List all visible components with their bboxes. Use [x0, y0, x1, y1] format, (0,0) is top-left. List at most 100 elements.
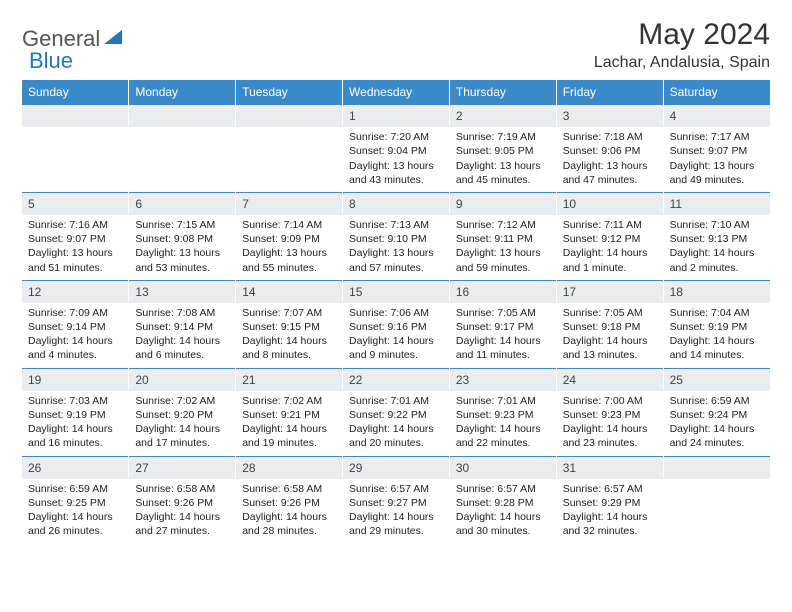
day-number: 9: [450, 192, 556, 215]
calendar-cell: 13Sunrise: 7:08 AMSunset: 9:14 PMDayligh…: [129, 280, 236, 368]
sunset-text: Sunset: 9:06 PM: [563, 144, 657, 158]
sunset-text: Sunset: 9:05 PM: [456, 144, 550, 158]
sunrise-text: Sunrise: 6:57 AM: [349, 482, 443, 496]
day-number: 15: [343, 280, 449, 303]
sunrise-text: Sunrise: 7:06 AM: [349, 306, 443, 320]
sunrise-text: Sunrise: 6:59 AM: [670, 394, 764, 408]
day-number: 7: [236, 192, 342, 215]
sunrise-text: Sunrise: 7:10 AM: [670, 218, 764, 232]
sunrise-text: Sunrise: 7:05 AM: [456, 306, 550, 320]
sunrise-text: Sunrise: 7:17 AM: [670, 130, 764, 144]
weekday-header: Tuesday: [236, 80, 343, 104]
weekday-header: Thursday: [449, 80, 556, 104]
calendar-cell: [22, 104, 129, 192]
day-body: Sunrise: 7:05 AMSunset: 9:18 PMDaylight:…: [557, 303, 663, 368]
daylight-text: Daylight: 14 hours and 27 minutes.: [135, 510, 229, 538]
sunrise-text: Sunrise: 7:14 AM: [242, 218, 336, 232]
sunset-text: Sunset: 9:11 PM: [456, 232, 550, 246]
weekday-header: Sunday: [22, 80, 129, 104]
month-title: May 2024: [594, 18, 770, 52]
calendar-cell: 27Sunrise: 6:58 AMSunset: 9:26 PMDayligh…: [129, 456, 236, 544]
daylight-text: Daylight: 14 hours and 17 minutes.: [135, 422, 229, 450]
sunset-text: Sunset: 9:04 PM: [349, 144, 443, 158]
sunrise-text: Sunrise: 7:05 AM: [563, 306, 657, 320]
day-number: 4: [664, 104, 770, 127]
day-number: 29: [343, 456, 449, 479]
sunset-text: Sunset: 9:07 PM: [28, 232, 122, 246]
calendar-cell: 19Sunrise: 7:03 AMSunset: 9:19 PMDayligh…: [22, 368, 129, 456]
day-body: Sunrise: 7:08 AMSunset: 9:14 PMDaylight:…: [129, 303, 235, 368]
day-body: Sunrise: 7:18 AMSunset: 9:06 PMDaylight:…: [557, 127, 663, 192]
calendar-week-row: 26Sunrise: 6:59 AMSunset: 9:25 PMDayligh…: [22, 456, 770, 544]
day-body: Sunrise: 6:57 AMSunset: 9:27 PMDaylight:…: [343, 479, 449, 544]
sunrise-text: Sunrise: 7:07 AM: [242, 306, 336, 320]
sunset-text: Sunset: 9:29 PM: [563, 496, 657, 510]
day-body: Sunrise: 6:57 AMSunset: 9:28 PMDaylight:…: [450, 479, 556, 544]
calendar-cell: 20Sunrise: 7:02 AMSunset: 9:20 PMDayligh…: [129, 368, 236, 456]
sunset-text: Sunset: 9:12 PM: [563, 232, 657, 246]
sunrise-text: Sunrise: 7:04 AM: [670, 306, 764, 320]
sunrise-text: Sunrise: 6:57 AM: [563, 482, 657, 496]
sunrise-text: Sunrise: 7:18 AM: [563, 130, 657, 144]
day-body: Sunrise: 7:13 AMSunset: 9:10 PMDaylight:…: [343, 215, 449, 280]
sunset-text: Sunset: 9:21 PM: [242, 408, 336, 422]
sunset-text: Sunset: 9:08 PM: [135, 232, 229, 246]
day-number: 12: [22, 280, 128, 303]
sunset-text: Sunset: 9:26 PM: [242, 496, 336, 510]
calendar-page: General May 2024 Lachar, Andalusia, Spai…: [0, 0, 792, 561]
sunset-text: Sunset: 9:09 PM: [242, 232, 336, 246]
day-body: Sunrise: 7:01 AMSunset: 9:22 PMDaylight:…: [343, 391, 449, 456]
day-body: Sunrise: 6:58 AMSunset: 9:26 PMDaylight:…: [236, 479, 342, 544]
sunrise-text: Sunrise: 7:01 AM: [456, 394, 550, 408]
day-number: 3: [557, 104, 663, 127]
day-number-empty: [22, 104, 128, 127]
calendar-cell: 6Sunrise: 7:15 AMSunset: 9:08 PMDaylight…: [129, 192, 236, 280]
daylight-text: Daylight: 14 hours and 11 minutes.: [456, 334, 550, 362]
calendar-cell: 11Sunrise: 7:10 AMSunset: 9:13 PMDayligh…: [663, 192, 770, 280]
brand-word2: Blue: [29, 48, 73, 74]
sunset-text: Sunset: 9:15 PM: [242, 320, 336, 334]
day-number: 2: [450, 104, 556, 127]
daylight-text: Daylight: 14 hours and 13 minutes.: [563, 334, 657, 362]
sunrise-text: Sunrise: 6:58 AM: [242, 482, 336, 496]
day-number: 17: [557, 280, 663, 303]
calendar-cell: 8Sunrise: 7:13 AMSunset: 9:10 PMDaylight…: [343, 192, 450, 280]
daylight-text: Daylight: 14 hours and 4 minutes.: [28, 334, 122, 362]
sunset-text: Sunset: 9:23 PM: [563, 408, 657, 422]
calendar-head: SundayMondayTuesdayWednesdayThursdayFrid…: [22, 80, 770, 104]
sunrise-text: Sunrise: 7:02 AM: [242, 394, 336, 408]
sunset-text: Sunset: 9:14 PM: [28, 320, 122, 334]
day-number-empty: [129, 104, 235, 127]
day-body: Sunrise: 6:57 AMSunset: 9:29 PMDaylight:…: [557, 479, 663, 544]
day-body: Sunrise: 6:58 AMSunset: 9:26 PMDaylight:…: [129, 479, 235, 544]
sunset-text: Sunset: 9:10 PM: [349, 232, 443, 246]
calendar-cell: 18Sunrise: 7:04 AMSunset: 9:19 PMDayligh…: [663, 280, 770, 368]
sunrise-text: Sunrise: 7:00 AM: [563, 394, 657, 408]
sunset-text: Sunset: 9:22 PM: [349, 408, 443, 422]
daylight-text: Daylight: 14 hours and 8 minutes.: [242, 334, 336, 362]
day-number: 19: [22, 368, 128, 391]
day-number: 28: [236, 456, 342, 479]
day-body: Sunrise: 6:59 AMSunset: 9:25 PMDaylight:…: [22, 479, 128, 544]
daylight-text: Daylight: 14 hours and 20 minutes.: [349, 422, 443, 450]
daylight-text: Daylight: 14 hours and 26 minutes.: [28, 510, 122, 538]
day-number: 22: [343, 368, 449, 391]
calendar-week-row: 5Sunrise: 7:16 AMSunset: 9:07 PMDaylight…: [22, 192, 770, 280]
day-body: Sunrise: 7:11 AMSunset: 9:12 PMDaylight:…: [557, 215, 663, 280]
calendar-cell: [236, 104, 343, 192]
calendar-cell: 9Sunrise: 7:12 AMSunset: 9:11 PMDaylight…: [449, 192, 556, 280]
calendar-week-row: 19Sunrise: 7:03 AMSunset: 9:19 PMDayligh…: [22, 368, 770, 456]
daylight-text: Daylight: 14 hours and 14 minutes.: [670, 334, 764, 362]
daylight-text: Daylight: 14 hours and 16 minutes.: [28, 422, 122, 450]
calendar-cell: 1Sunrise: 7:20 AMSunset: 9:04 PMDaylight…: [343, 104, 450, 192]
sunset-text: Sunset: 9:24 PM: [670, 408, 764, 422]
day-number: 21: [236, 368, 342, 391]
day-body: Sunrise: 7:19 AMSunset: 9:05 PMDaylight:…: [450, 127, 556, 192]
page-header: General May 2024 Lachar, Andalusia, Spai…: [22, 18, 770, 72]
day-number: 18: [664, 280, 770, 303]
calendar-cell: 23Sunrise: 7:01 AMSunset: 9:23 PMDayligh…: [449, 368, 556, 456]
daylight-text: Daylight: 14 hours and 6 minutes.: [135, 334, 229, 362]
calendar-cell: 16Sunrise: 7:05 AMSunset: 9:17 PMDayligh…: [449, 280, 556, 368]
sunrise-text: Sunrise: 7:11 AM: [563, 218, 657, 232]
sunrise-text: Sunrise: 6:57 AM: [456, 482, 550, 496]
